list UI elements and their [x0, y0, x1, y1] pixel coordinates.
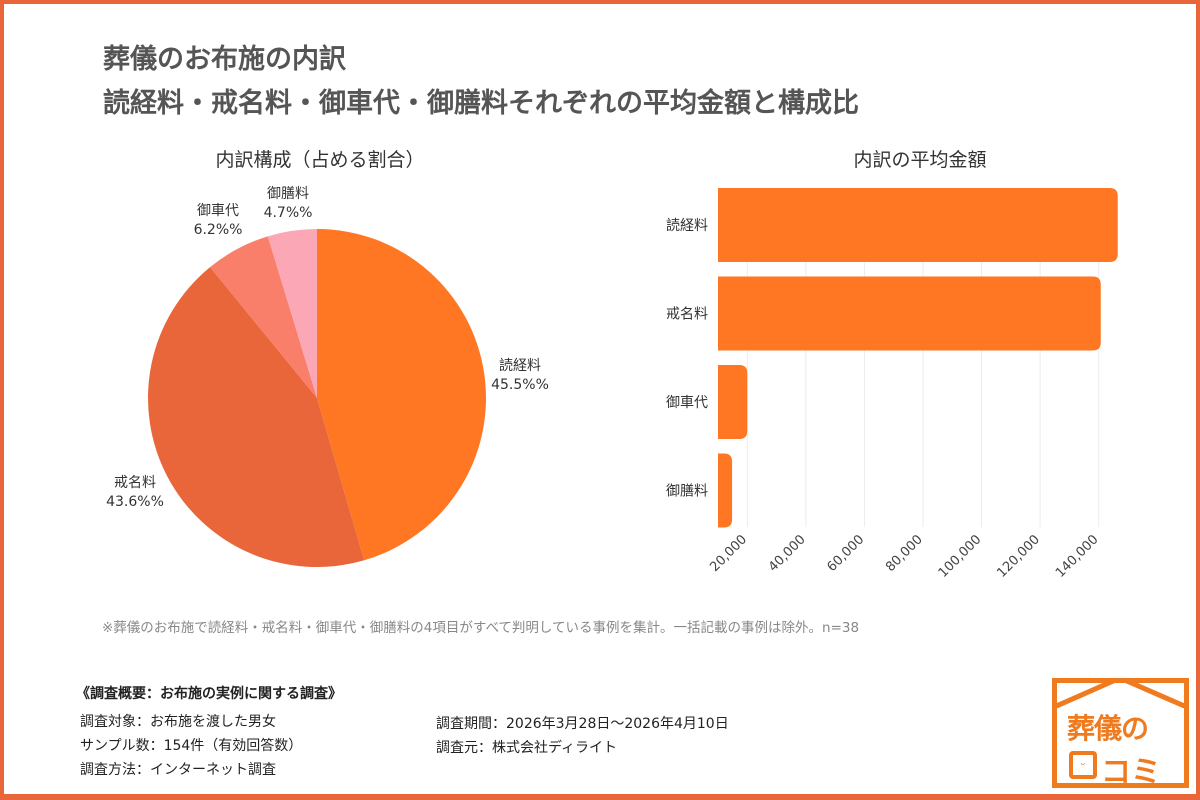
pie-slice-3 — [267, 229, 317, 398]
summary-right: 調査期間：2026年3月28日～2026年4月10日 調査元：株式会社ディライト — [436, 712, 729, 760]
y-category-label: 御膳料 — [666, 484, 708, 500]
summary-target: 調査対象：お布施を渡した男女 — [80, 714, 276, 730]
summary-source: 調査元：株式会社ディライト — [436, 740, 618, 756]
y-category-label: 読経料 — [666, 217, 708, 234]
pie-label-value: 4.7%% — [264, 205, 313, 221]
bar-3 — [718, 453, 733, 528]
title-line2: 読経料・戒名料・御車代・御膳料それぞれの平均金額と構成比 — [103, 88, 859, 119]
smile-icon: ᵕ — [1069, 751, 1097, 779]
x-tick-label: 140,000 — [1053, 532, 1102, 581]
pie-label-category: 御膳料 — [267, 186, 309, 202]
page-title: 葬儀のお布施の内訳 読経料・戒名料・御車代・御膳料それぞれの平均金額と構成比 — [103, 38, 859, 126]
pie-slice-0 — [317, 229, 486, 561]
summary-heading: 《調査概要：お布施の実例に関する調査》 — [76, 686, 342, 702]
x-tick-label: 40,000 — [766, 532, 809, 575]
pie-label-value: 6.2%% — [194, 222, 243, 238]
logo-roof-icon — [1057, 683, 1184, 708]
x-tick-label: 120,000 — [994, 532, 1043, 581]
pie-slice-2 — [210, 236, 317, 398]
pie-label-category: 戒名料 — [114, 475, 156, 491]
x-tick-label: 60,000 — [824, 532, 867, 575]
bar-0 — [718, 188, 1118, 262]
pie-title: 内訳構成（占める割合） — [215, 149, 425, 171]
y-category-label: 戒名料 — [666, 307, 708, 323]
bar-1 — [718, 276, 1101, 351]
pie-label-value: 45.5%% — [491, 377, 549, 393]
pie-label-category: 御車代 — [197, 202, 239, 219]
x-tick-label: 80,000 — [883, 532, 926, 575]
title-line1: 葬儀のお布施の内訳 — [103, 44, 346, 75]
pie-label-category: 読経料 — [499, 357, 541, 374]
logo-text-1: 葬儀の — [1067, 712, 1149, 745]
bar-title: 内訳の平均金額 — [853, 149, 987, 171]
bar-2 — [718, 365, 748, 439]
y-category-label: 御車代 — [666, 394, 708, 411]
pie-slice-1 — [148, 267, 365, 567]
x-tick-label: 20,000 — [707, 532, 750, 575]
summary-left: 調査対象：お布施を渡した男女 サンプル数：154件（有効回答数） 調査方法：イン… — [80, 710, 302, 782]
logo: 葬儀の ᵕ コミ — [1052, 678, 1189, 788]
summary-method: 調査方法：インターネット調査 — [80, 762, 276, 778]
footnote: ※葬儀のお布施で読経料・戒名料・御車代・御膳料の4項目がすべて判明している事例を… — [102, 620, 860, 636]
logo-text-2: コミ — [1101, 755, 1161, 788]
summary-period: 調査期間：2026年3月28日～2026年4月10日 — [436, 716, 729, 732]
summary-sample: サンプル数：154件（有効回答数） — [80, 738, 303, 754]
x-tick-label: 100,000 — [936, 532, 985, 581]
pie-label-value: 43.6%% — [106, 494, 164, 510]
